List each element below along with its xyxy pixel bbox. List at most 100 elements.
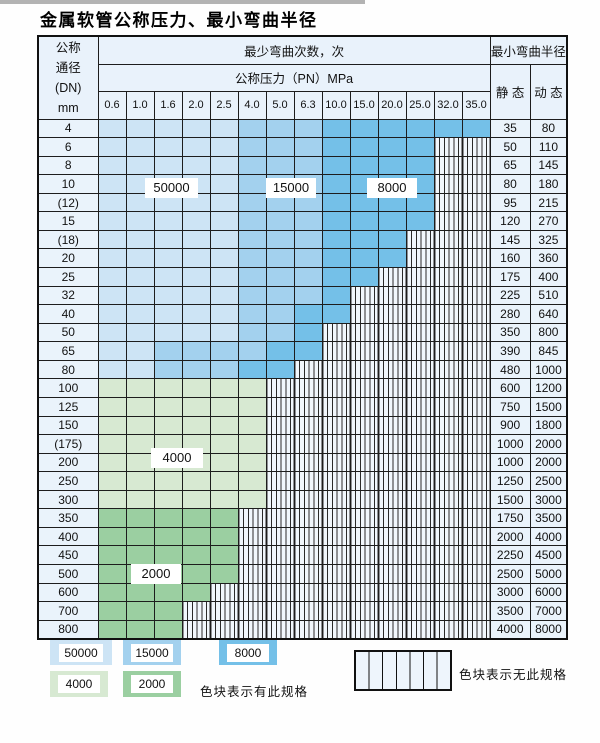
spec-cell	[237, 174, 267, 194]
spec-cell	[209, 396, 239, 417]
spec-cell	[237, 229, 267, 250]
no-spec-cell	[433, 211, 463, 231]
spec-cell	[125, 619, 155, 640]
no-spec-cell	[265, 508, 295, 528]
no-spec-cell	[461, 396, 491, 417]
table-row: 6 50 110	[37, 137, 568, 157]
pressure-tick: 6.3	[293, 90, 323, 120]
no-spec-cell	[293, 359, 323, 380]
dn-header-line: 通径	[55, 60, 81, 75]
legend-swatch-label: 8000	[227, 643, 269, 662]
no-spec-cell	[293, 601, 323, 621]
no-spec-cell	[377, 452, 407, 473]
pressure-header: 公称压力（PN）MPa	[97, 63, 491, 92]
no-spec-cell	[433, 601, 463, 621]
spec-cell	[265, 211, 295, 231]
spec-cell	[97, 564, 127, 584]
spec-cell	[405, 118, 435, 139]
static-radius-cell: 1250	[489, 471, 531, 491]
dn-cell: 800	[37, 619, 99, 640]
cycle-count-label: 15000	[266, 178, 316, 198]
spec-cell	[153, 619, 183, 640]
spec-cell	[209, 267, 239, 287]
spec-cell	[237, 211, 267, 231]
spec-cell	[237, 248, 267, 268]
table-row: 200 1000 2000	[37, 452, 568, 473]
pressure-tick: 32.0	[433, 90, 463, 120]
spec-cell	[293, 341, 323, 361]
no-spec-cell	[433, 489, 463, 510]
no-spec-cell	[405, 526, 435, 547]
no-spec-cell	[265, 545, 295, 565]
radius-header: 最小弯曲半径	[489, 35, 568, 65]
no-spec-cell	[349, 489, 379, 510]
no-spec-cell	[377, 304, 407, 324]
no-spec-cell	[293, 508, 323, 528]
no-spec-cell	[377, 508, 407, 528]
spec-cell	[153, 137, 183, 157]
no-spec-cell	[293, 415, 323, 436]
spec-cell	[97, 155, 127, 176]
spec-cell	[97, 229, 127, 250]
no-spec-cell	[293, 489, 323, 510]
spec-cell	[181, 359, 211, 380]
static-radius-cell: 3000	[489, 582, 531, 603]
spec-cell	[97, 248, 127, 268]
no-spec-cell	[405, 229, 435, 250]
spec-cell	[153, 582, 183, 603]
spec-cell	[237, 471, 267, 491]
spec-cell	[125, 489, 155, 510]
spec-cell	[209, 304, 239, 324]
dynamic-radius-cell: 270	[529, 211, 568, 231]
static-header: 静 态	[489, 63, 531, 120]
spec-cell	[181, 322, 211, 343]
table-row: 65 390 845	[37, 341, 568, 361]
pressure-tick: 5.0	[265, 90, 295, 120]
spec-cell	[125, 396, 155, 417]
spec-cell	[237, 489, 267, 510]
spec-cell	[97, 601, 127, 621]
spec-cell	[209, 155, 239, 176]
no-spec-cell	[321, 341, 351, 361]
dn-cell: 600	[37, 582, 99, 603]
no-spec-cell	[321, 415, 351, 436]
no-spec-cell	[321, 471, 351, 491]
spec-cell	[321, 192, 351, 213]
spec-cell	[293, 248, 323, 268]
no-spec-cell	[433, 471, 463, 491]
spec-cell	[237, 118, 267, 139]
no-spec-cell	[405, 471, 435, 491]
spec-cell	[125, 285, 155, 306]
spec-cell	[209, 137, 239, 157]
spec-cell	[153, 155, 183, 176]
no-spec-cell	[433, 526, 463, 547]
spec-cell	[125, 545, 155, 565]
no-spec-cell	[321, 508, 351, 528]
spec-cell	[153, 526, 183, 547]
dynamic-radius-cell: 1500	[529, 396, 568, 417]
table-row: 700 3500 7000	[37, 601, 568, 621]
spec-cell	[293, 137, 323, 157]
no-spec-cell	[433, 137, 463, 157]
no-spec-cell	[349, 322, 379, 343]
static-radius-cell: 3500	[489, 601, 531, 621]
table-row: 40 280 640	[37, 304, 568, 324]
dn-cell: 200	[37, 452, 99, 473]
no-spec-cell	[321, 396, 351, 417]
dn-cell: 25	[37, 267, 99, 287]
dynamic-radius-cell: 640	[529, 304, 568, 324]
no-spec-cell	[405, 564, 435, 584]
spec-cell	[237, 155, 267, 176]
spec-cell	[293, 267, 323, 287]
no-spec-cell	[461, 229, 491, 250]
spec-cell	[209, 359, 239, 380]
spec-cell	[265, 267, 295, 287]
no-spec-cell	[433, 378, 463, 398]
no-spec-cell	[433, 545, 463, 565]
dn-cell: 10	[37, 174, 99, 194]
spec-cell	[125, 526, 155, 547]
spec-cell	[209, 489, 239, 510]
dynamic-radius-cell: 325	[529, 229, 568, 250]
spec-cell	[125, 248, 155, 268]
